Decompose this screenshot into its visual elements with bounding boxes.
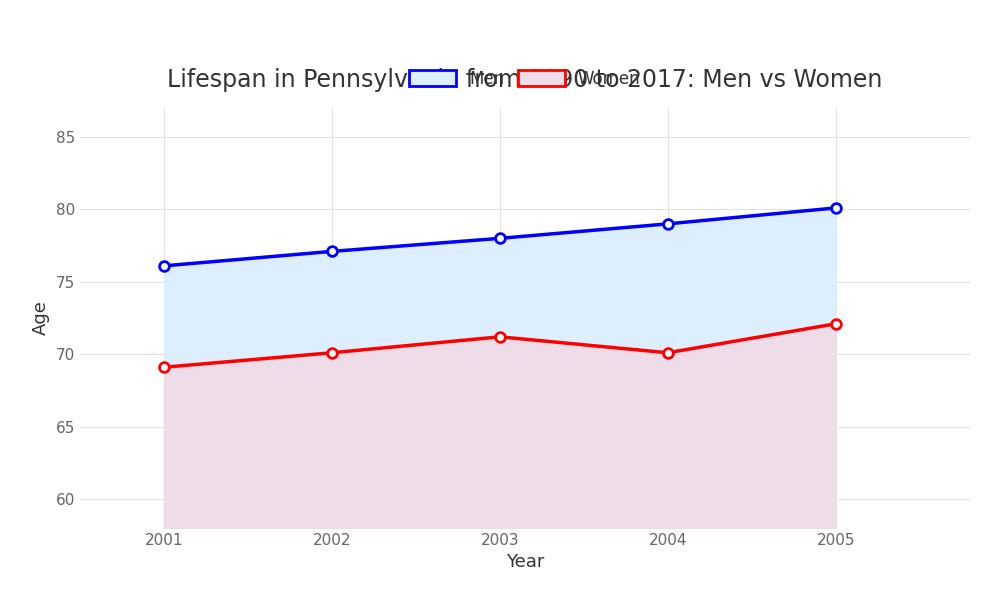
X-axis label: Year: Year — [506, 553, 544, 571]
Title: Lifespan in Pennsylvania from 1990 to 2017: Men vs Women: Lifespan in Pennsylvania from 1990 to 20… — [167, 68, 883, 92]
Y-axis label: Age: Age — [32, 301, 50, 335]
Legend: Men, Women: Men, Women — [401, 62, 649, 97]
